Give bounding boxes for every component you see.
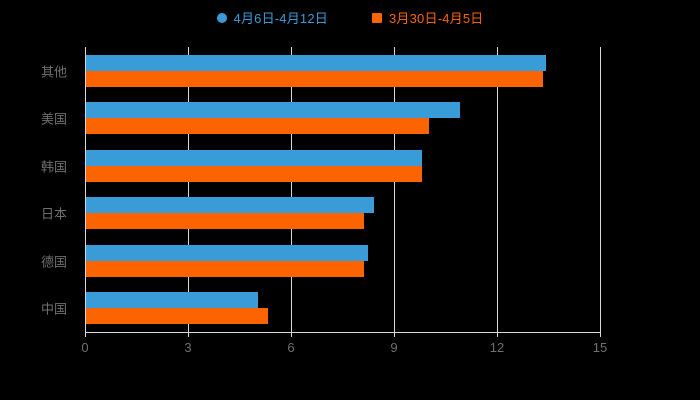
y-axis-category-label: 日本 [40, 206, 67, 222]
bar-series1[interactable] [86, 292, 258, 309]
bar-series2[interactable] [86, 118, 430, 135]
y-axis-category-label: 美国 [40, 111, 67, 127]
x-tick-mark [85, 332, 86, 337]
square-marker-icon [372, 13, 382, 23]
x-tick-mark [291, 332, 292, 337]
x-tick-label: 3 [184, 340, 192, 355]
bar-series1[interactable] [86, 102, 461, 119]
circle-marker-icon [216, 13, 227, 23]
legend-item-series1[interactable]: 4月6日-4月12日 [216, 10, 328, 26]
x-tick-mark [600, 332, 601, 337]
x-tick-label: 15 [592, 340, 608, 355]
x-tick-mark [497, 332, 498, 337]
bar-series2[interactable] [86, 165, 423, 182]
plot-area: 0 3 6 9 12 15 [81, 47, 607, 355]
x-gridline [291, 47, 292, 332]
x-gridline [188, 47, 189, 332]
chart-legend: 4月6日-4月12日 3月30日-4月5日 [0, 6, 700, 30]
y-axis-category-label: 其他 [40, 64, 67, 80]
bar-series1[interactable] [86, 244, 368, 261]
bar-series1[interactable] [86, 54, 547, 71]
bar-series1[interactable] [86, 149, 423, 166]
y-axis-category-labels: 其他美国韩国日本德国中国 [0, 47, 77, 332]
y-axis-category-label: 德国 [40, 254, 67, 270]
x-gridline [394, 47, 395, 332]
x-tick-label: 0 [81, 340, 89, 355]
x-tick-mark [394, 332, 395, 337]
y-axis-category-label: 韩国 [40, 159, 67, 175]
x-axis-line [85, 332, 601, 333]
y-axis-line [85, 47, 86, 332]
x-tick-mark [188, 332, 189, 337]
x-tick-label: 12 [489, 340, 505, 355]
legend-item-series2[interactable]: 3月30日-4月5日 [372, 12, 483, 25]
x-gridline [497, 47, 498, 332]
x-tick-label: 6 [287, 340, 295, 355]
bar-series2[interactable] [86, 213, 365, 230]
y-axis-category-label: 中国 [40, 301, 67, 317]
bar-series2[interactable] [86, 70, 543, 87]
legend-item-label: 3月30日-4月5日 [389, 10, 484, 26]
legend-item-label: 4月6日-4月12日 [233, 10, 328, 26]
x-gridline [600, 47, 601, 332]
bar-series2[interactable] [86, 308, 268, 325]
x-tick-label: 9 [390, 340, 398, 355]
bar-series2[interactable] [86, 260, 365, 277]
bar-series1[interactable] [86, 197, 375, 214]
